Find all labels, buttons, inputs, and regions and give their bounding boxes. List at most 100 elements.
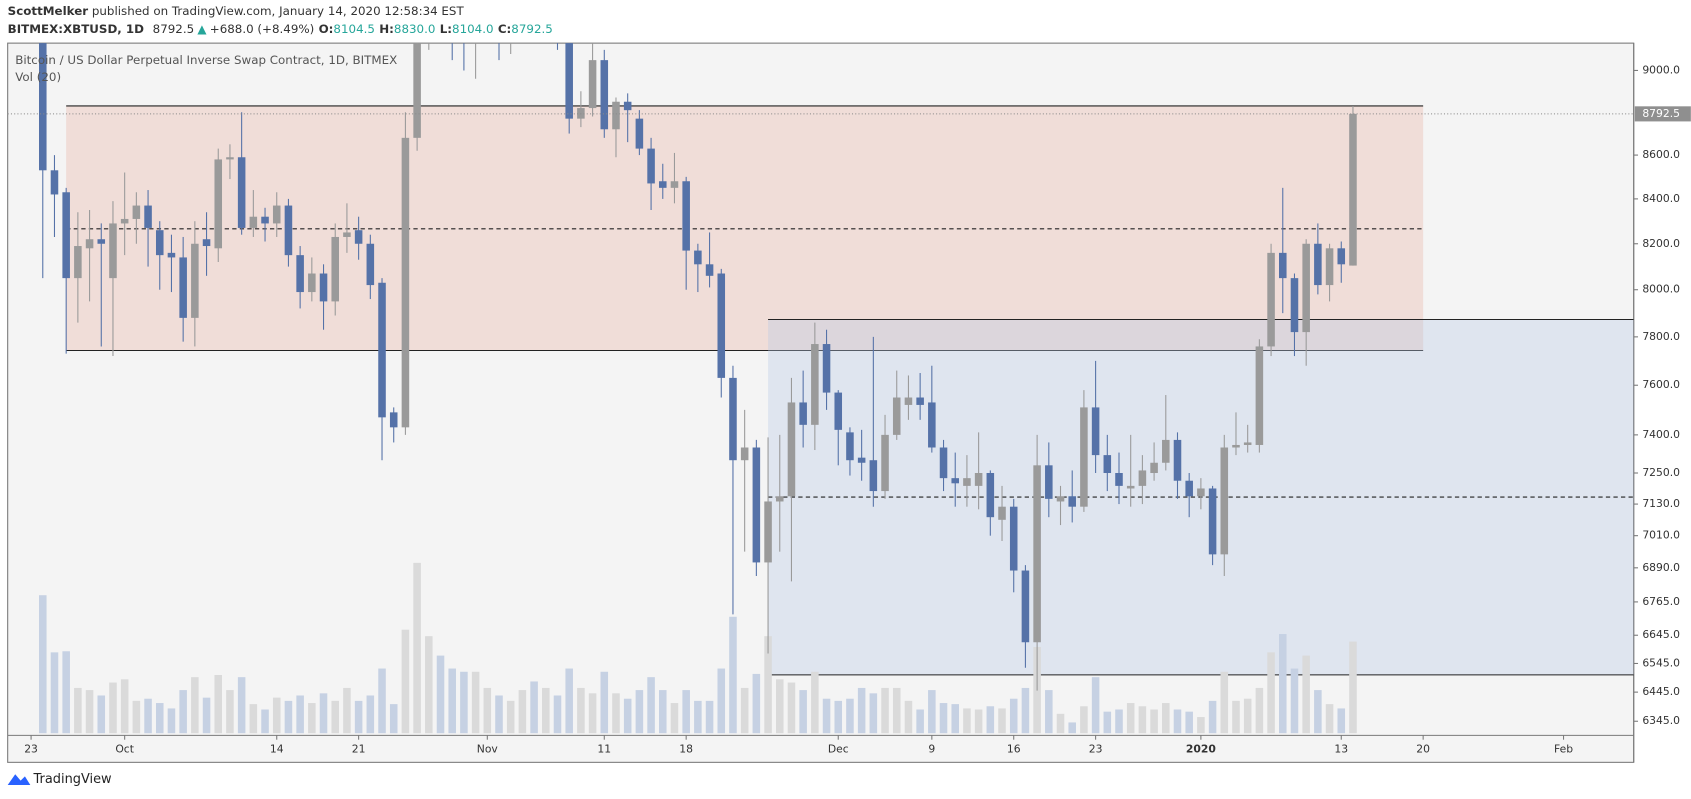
y-tick-label: 6545.0 [1642, 656, 1680, 669]
y-tick-label: 6890.0 [1642, 561, 1680, 574]
candle-body [50, 170, 59, 195]
candle-body [1115, 473, 1123, 486]
volume-bar [366, 695, 375, 734]
y-tick-label: 8200.0 [1642, 237, 1680, 250]
candle-body [705, 264, 714, 276]
candle-body [998, 506, 1006, 520]
volume-bar [729, 616, 737, 734]
volume-bar [272, 697, 281, 734]
x-tick-label: 16 [1007, 742, 1021, 755]
quote-value: 8104.0 [452, 22, 494, 36]
candle-body [1290, 278, 1299, 333]
quote-label: C: [498, 22, 511, 36]
candle-body [261, 216, 269, 224]
candle-body [623, 101, 632, 111]
candle-body [881, 434, 889, 492]
candle-body [249, 216, 258, 228]
volume-bar [425, 636, 433, 734]
volume-bar [822, 698, 831, 734]
volume-bar [939, 703, 948, 734]
quote-label: O: [319, 22, 334, 36]
zone [66, 105, 1424, 351]
y-tick-label: 6645.0 [1642, 628, 1680, 641]
x-tick-label: Oct [115, 742, 134, 755]
y-tick-label: 7600.0 [1642, 378, 1680, 391]
y-tick-label: 8600.0 [1642, 148, 1680, 161]
candle-body [951, 478, 960, 484]
candle-body [1232, 444, 1240, 448]
volume-bar [951, 704, 960, 734]
last-price-label: 8792.5 [1642, 107, 1680, 120]
volume-bar [635, 690, 644, 734]
candle-body [331, 236, 340, 302]
candle-body [1208, 488, 1217, 555]
volume-bar [530, 681, 538, 734]
x-tick-label: 14 [270, 742, 284, 755]
volume-bar [74, 687, 82, 734]
published: published on TradingView.com, January 14… [88, 3, 464, 17]
volume-bar [787, 682, 796, 734]
volume-bar [261, 709, 269, 734]
y-tick-label: 7250.0 [1642, 466, 1680, 479]
volume-bar [998, 708, 1006, 734]
volume-bar [155, 703, 164, 734]
volume-bar [109, 682, 117, 734]
volume-bar [612, 693, 620, 734]
candle-body [612, 101, 620, 130]
candle-body [974, 473, 983, 486]
volume-bar [1091, 677, 1100, 734]
volume-bar [1056, 713, 1065, 734]
y-tick-label: 7010.0 [1642, 529, 1680, 542]
candle-body [530, 0, 538, 9]
candle-body [1173, 439, 1182, 481]
candle-body [389, 412, 398, 428]
volume-bar [1220, 671, 1229, 734]
volume-bar [179, 690, 187, 734]
volume-bar [401, 629, 410, 734]
volume-bar [483, 687, 492, 734]
y-tick-label: 6345.0 [1642, 714, 1680, 727]
volume-bar [1009, 698, 1018, 734]
price: 8792.5 [153, 22, 195, 36]
quote-label: L: [440, 22, 452, 36]
candle-body [963, 478, 971, 486]
candle-body [986, 473, 995, 518]
quote-label: H: [379, 22, 394, 36]
candle-body [1045, 465, 1053, 499]
volume-bar [1255, 687, 1264, 734]
candle-body [191, 243, 199, 318]
candle-body [1068, 496, 1076, 507]
candle-body [1162, 439, 1170, 463]
candle-body [343, 232, 351, 237]
candle-body [202, 239, 211, 247]
x-tick-label: 23 [1089, 742, 1103, 755]
candle-body [729, 377, 737, 461]
plot-area [7, 42, 1635, 763]
candle-body [214, 159, 223, 249]
volume-bar [600, 671, 609, 734]
candle-body [1255, 346, 1264, 445]
candle-body [740, 447, 749, 461]
volume-bar [389, 704, 398, 734]
volume-bar [740, 687, 749, 734]
candle-body [822, 344, 831, 393]
volume-bar [963, 708, 971, 734]
volume-bar [144, 698, 152, 734]
volume-bar [764, 636, 772, 734]
volume-bar [1197, 717, 1205, 734]
volume-bar [1080, 706, 1088, 734]
candle-body [1138, 470, 1147, 486]
y-tick-label: 9000.0 [1642, 63, 1680, 76]
x-tick-label: 13 [1334, 742, 1348, 755]
volume-bar [928, 690, 936, 734]
candle-body [635, 118, 644, 149]
volume-bar [623, 698, 632, 734]
volume-bar [588, 693, 597, 734]
candle-body [39, 43, 47, 171]
candle-body [366, 243, 375, 286]
last-price-tag [1634, 106, 1691, 122]
candle-body [1302, 243, 1310, 333]
volume-bar [799, 690, 807, 734]
volume-bar [916, 709, 924, 734]
